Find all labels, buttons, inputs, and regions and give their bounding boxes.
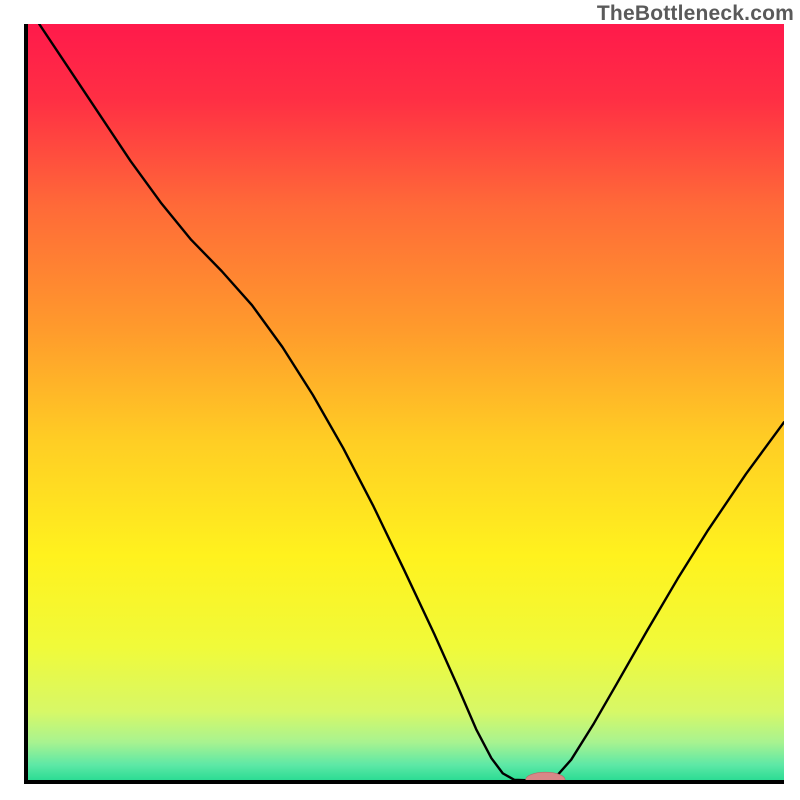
plot-area: [24, 24, 784, 784]
watermark-text: TheBottleneck.com: [597, 2, 794, 26]
y-axis-border: [24, 24, 28, 784]
chart-container: TheBottleneck.com: [0, 0, 800, 800]
plot-svg: [24, 24, 784, 784]
gradient-background: [24, 24, 784, 784]
x-axis-border: [24, 780, 784, 784]
